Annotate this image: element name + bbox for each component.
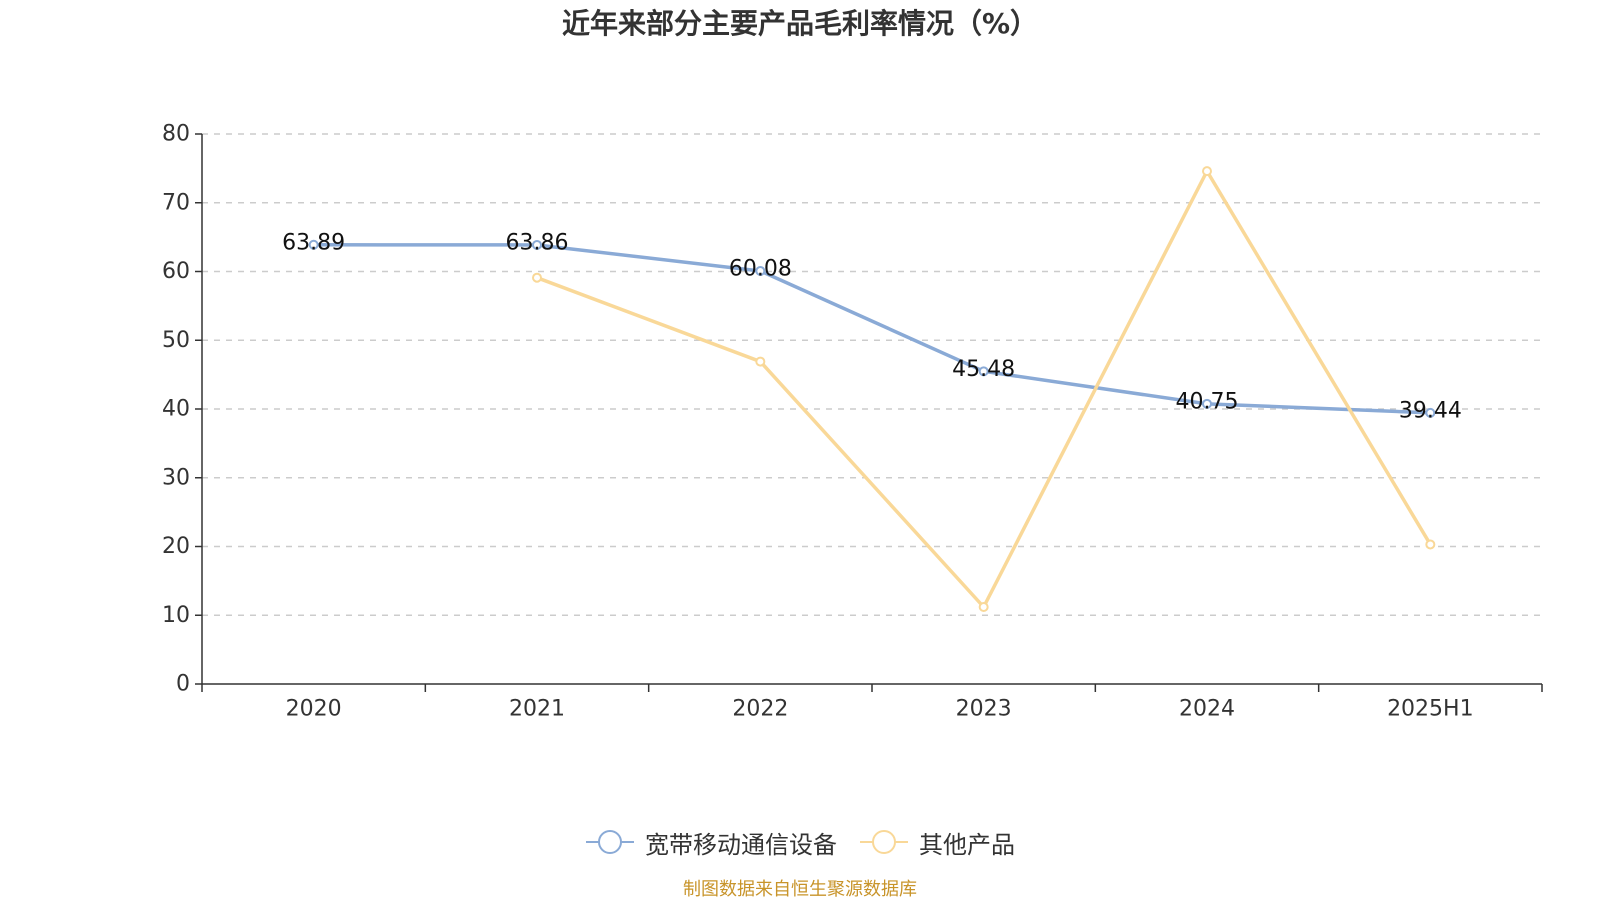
legend-label: 宽带移动通信设备 [645, 830, 837, 859]
y-tick-label: 80 [162, 122, 190, 147]
data-point [755, 265, 766, 276]
series-lines [308, 166, 1436, 612]
data-label: 63.89 [282, 230, 345, 255]
data-label: 63.86 [506, 230, 569, 255]
data-label: 39.44 [1399, 398, 1462, 423]
data-point [755, 356, 766, 367]
x-tick-label: 2022 [732, 697, 788, 722]
x-tick-label: 2020 [286, 697, 342, 722]
x-tick-label: 2021 [509, 697, 565, 722]
series-line-1 [535, 169, 1433, 609]
line-circle-icon [586, 830, 634, 854]
chart-title: 近年来部分主要产品毛利率情况（%） [561, 7, 1039, 40]
legend-item-series-0[interactable]: 宽带移动通信设备 [585, 825, 837, 860]
y-tick-label: 20 [162, 534, 190, 559]
y-tick-label: 0 [176, 672, 190, 697]
legend: 宽带移动通信设备 其他产品 [0, 824, 1600, 860]
axes: 0 10 20 30 40 50 60 70 80 2020 2021 2022 2023 2024 202… [162, 122, 1543, 722]
data-point [1202, 166, 1212, 177]
grid-lines [202, 133, 1542, 616]
y-tick-label: 30 [162, 465, 190, 490]
data-point [1425, 407, 1436, 418]
legend-item-series-1[interactable]: 其他产品 [859, 825, 1015, 860]
data-point [532, 239, 542, 250]
data-point [1202, 398, 1212, 409]
series-line-0 [311, 243, 1433, 415]
data-point [532, 272, 542, 283]
data-labels: 63.89 63.86 60.08 45.48 40.75 39.44 [282, 230, 1462, 423]
legend-label: 其他产品 [919, 830, 1015, 859]
y-tick-label: 50 [162, 328, 190, 353]
line-circle-icon [860, 830, 908, 854]
x-tick-label: 2025H1 [1387, 697, 1474, 722]
data-label: 40.75 [1176, 389, 1239, 414]
data-label: 60.08 [729, 256, 792, 281]
x-tick-label: 2024 [1179, 697, 1235, 722]
y-tick-label: 60 [162, 259, 190, 284]
data-label: 45.48 [952, 357, 1015, 382]
x-tick-label: 2023 [956, 697, 1012, 722]
data-point [1425, 539, 1436, 550]
y-tick-label: 10 [162, 603, 190, 628]
data-point [308, 239, 319, 250]
data-point [978, 602, 989, 612]
data-point [978, 366, 989, 377]
source-note: 制图数据来自恒生聚源数据库 [683, 879, 917, 900]
y-tick-label: 40 [162, 397, 190, 422]
y-tick-label: 70 [162, 190, 190, 215]
